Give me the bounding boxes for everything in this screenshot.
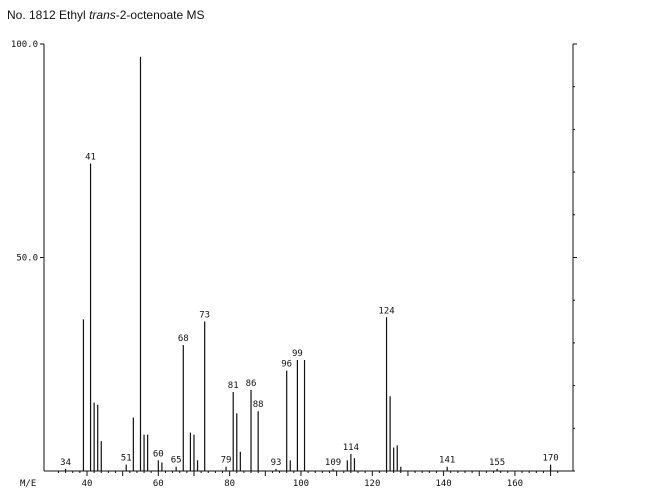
peak-label: 96 bbox=[281, 360, 292, 370]
spectrum-peaks bbox=[65, 56, 552, 471]
x-tick-label: 100 bbox=[293, 479, 309, 489]
x-tick-label: 160 bbox=[507, 479, 523, 489]
peak-label: 68 bbox=[178, 334, 189, 344]
peak-label: 41 bbox=[85, 153, 96, 163]
peak-label: 170 bbox=[542, 454, 558, 464]
x-tick-label: 60 bbox=[153, 479, 164, 489]
x-axis-label: M/E bbox=[20, 479, 36, 489]
peak-label: 60 bbox=[153, 449, 164, 459]
peak-label: 93 bbox=[271, 458, 282, 468]
x-ticks: 40 60 80 100 120 140 160 bbox=[57, 471, 559, 489]
chart-title: No. 1812 Ethyl trans-2-octenoate MS bbox=[7, 8, 204, 22]
x-tick-label: 120 bbox=[364, 479, 380, 489]
peak-label: 88 bbox=[253, 400, 264, 410]
title-italic: trans bbox=[89, 8, 116, 22]
peak-label: 73 bbox=[199, 311, 210, 321]
y-ticks: 50.0 100.0 bbox=[11, 40, 577, 472]
peak-label: 51 bbox=[121, 454, 132, 464]
peak-label: 79 bbox=[221, 456, 232, 466]
peak-label: 86 bbox=[246, 379, 257, 389]
y-tick-label: 100.0 bbox=[11, 40, 38, 50]
peak-label: 34 bbox=[60, 458, 71, 468]
peak-label: 109 bbox=[325, 458, 341, 468]
peak-label: 141 bbox=[439, 456, 455, 466]
x-tick-label: 80 bbox=[224, 479, 235, 489]
peak-label: 99 bbox=[292, 349, 303, 359]
peak-label: 114 bbox=[343, 443, 359, 453]
title-suffix: -2-octenoate MS bbox=[116, 8, 205, 22]
title-prefix: No. 1812 Ethyl bbox=[7, 8, 89, 22]
peak-label: 65 bbox=[171, 456, 182, 466]
y-tick-label: 50.0 bbox=[16, 254, 38, 264]
peak-label: 124 bbox=[378, 306, 394, 316]
x-tick-label: 140 bbox=[435, 479, 451, 489]
x-tick-label: 40 bbox=[82, 479, 93, 489]
peak-label: 81 bbox=[228, 381, 239, 391]
peak-label: 155 bbox=[489, 458, 505, 468]
